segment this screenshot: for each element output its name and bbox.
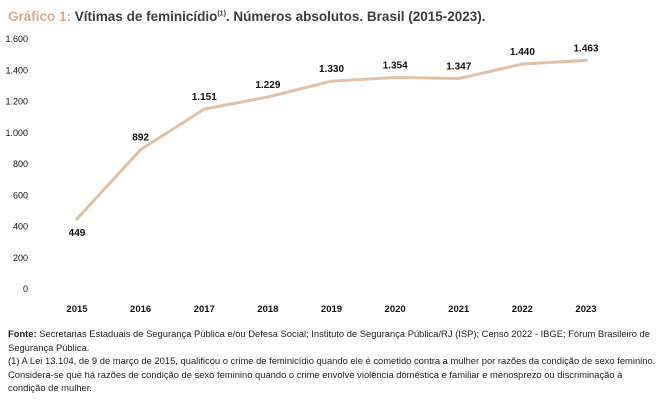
series-lines [75,58,588,221]
data-point [202,107,206,111]
data-point [520,62,524,66]
data-label: 1.330 [319,64,344,75]
y-tick-label: 1.400 [5,65,28,75]
x-tick-label: 2016 [130,304,151,315]
chart-title-lead: Gráfico 1: [8,9,72,24]
data-label: 1.151 [192,92,217,103]
x-tick-label: 2015 [66,304,88,315]
y-tick-label: 0 [23,284,28,294]
footnote: (1) A Lei 13.104, de 9 de março de 2015,… [8,355,656,393]
chart-title-footnote-ref: (1) [217,10,226,18]
x-axis-ticks: 2015 2016 2017 2018 2019 2020 2021 2022 2023 [66,304,596,315]
data-point [139,148,143,152]
y-tick-label: 600 [13,190,28,200]
x-tick-label: 2021 [448,304,470,315]
source-text: Secretarias Estaduais de Segurança Públi… [8,328,650,353]
data-label: 892 [132,133,149,144]
data-label: 449 [69,228,86,239]
x-tick-label: 2020 [385,304,406,315]
y-tick-label: 1.600 [5,34,28,44]
x-tick-label: 2018 [257,304,278,315]
data-label: 1.463 [573,43,598,54]
x-tick-label: 2019 [321,304,342,315]
data-point [457,76,461,81]
data-point [329,79,334,83]
chart-title-main: Vítimas de feminicídio [74,9,218,24]
x-tick-label: 2023 [575,304,596,315]
data-label: 1.440 [510,47,535,58]
chart-title-rest: . Números absolutos. Brasil (2015-2023). [225,9,486,24]
series-line [75,58,588,221]
data-point [75,217,79,221]
data-point [584,58,588,63]
y-tick-label: 1.200 [5,97,28,107]
source-note: Fonte: Secretarias Estaduais de Seguranç… [8,327,656,354]
y-tick-label: 200 [13,253,28,263]
chart-title: Gráfico 1: Vítimas de feminicídio(1). Nú… [8,9,658,24]
y-axis-ticks: 0 200 400 600 800 1.000 1.200 1.400 1.600 [5,34,28,294]
y-tick-label: 800 [13,159,28,169]
data-label: 1.347 [446,62,471,73]
data-point [393,75,397,80]
chart-notes: Fonte: Secretarias Estaduais de Seguranç… [8,327,656,395]
data-labels: 449 892 1.151 1.229 1.330 1.354 1.347 1.440 1.46… [69,43,599,238]
x-tick-label: 2017 [194,304,215,315]
data-point [266,95,270,99]
data-label: 1.229 [255,80,280,91]
x-tick-label: 2022 [512,304,533,315]
source-label: Fonte: [8,328,37,339]
data-label: 1.354 [383,60,408,71]
y-tick-label: 400 [13,222,28,232]
y-tick-label: 1.000 [5,128,28,138]
